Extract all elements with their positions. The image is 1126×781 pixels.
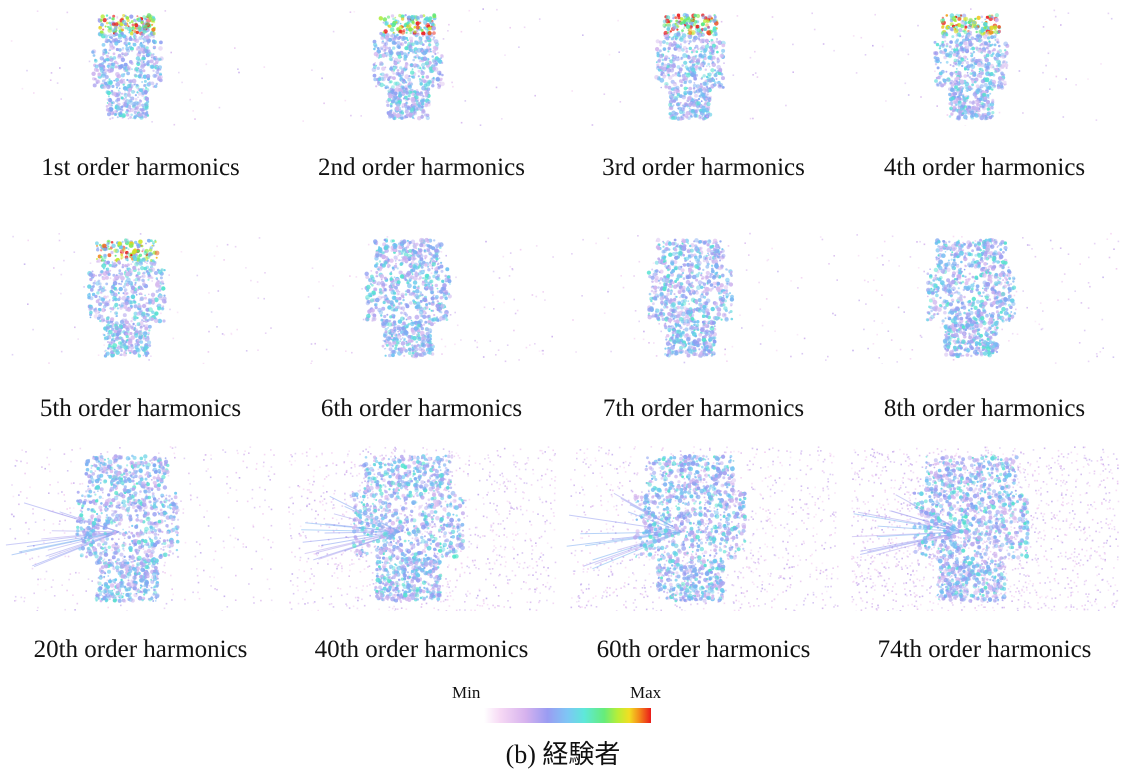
harmonics-label: 3rd order harmonics [602,154,805,181]
harmonics-grid: 1st order harmonics 2nd order harmonics 3r… [0,8,1125,663]
colorbar-max-label: Max [630,683,662,702]
harmonics-heatmap [0,446,281,611]
heatmap-svg [566,446,839,611]
harmonics-label: 60th order harmonics [596,636,811,663]
harmonics-label: 7th order harmonics [602,395,805,422]
harmonics-heatmap [844,8,1125,126]
heatmap-svg [852,8,1113,126]
harmonics-heatmap [0,8,281,126]
harmonics-heatmap [281,446,562,611]
heatmap-svg [851,446,1120,611]
heatmap-svg [302,8,541,126]
heatmap-svg [852,232,1120,364]
heatmap-svg [288,446,557,611]
harmonics-label: 6th order harmonics [320,395,523,422]
heatmap-svg [5,446,276,611]
colorbar-gradient [484,708,651,723]
harmonics-label: 40th order harmonics [314,636,529,663]
harmonics-heatmap [563,232,844,364]
harmonics-label: 20th order harmonics [33,636,248,663]
heatmap-svg [571,12,835,126]
harmonics-label: 1st order harmonics [41,154,240,181]
harmonics-label: 5th order harmonics [39,395,242,422]
heatmap-svg [307,236,554,364]
harmonics-heatmap [281,232,562,364]
harmonics-label: 2nd order harmonics [318,154,525,181]
figure-caption: (b) 経験者 [505,740,621,769]
harmonics-heatmap [563,8,844,126]
colorbar-min-label: Min [452,683,481,702]
harmonics-heatmap [0,232,281,364]
heatmap-svg [11,233,272,364]
harmonics-heatmap [281,8,562,126]
heatmap-svg [571,232,838,364]
harmonics-heatmap [844,446,1125,611]
harmonics-label: 74th order harmonics [877,636,1092,663]
heatmap-svg [10,10,266,126]
harmonics-label: 8th order harmonics [883,395,1086,422]
harmonics-heatmap [844,232,1125,364]
harmonics-heatmap [563,446,844,611]
harmonics-label: 4th order harmonics [883,154,1086,181]
